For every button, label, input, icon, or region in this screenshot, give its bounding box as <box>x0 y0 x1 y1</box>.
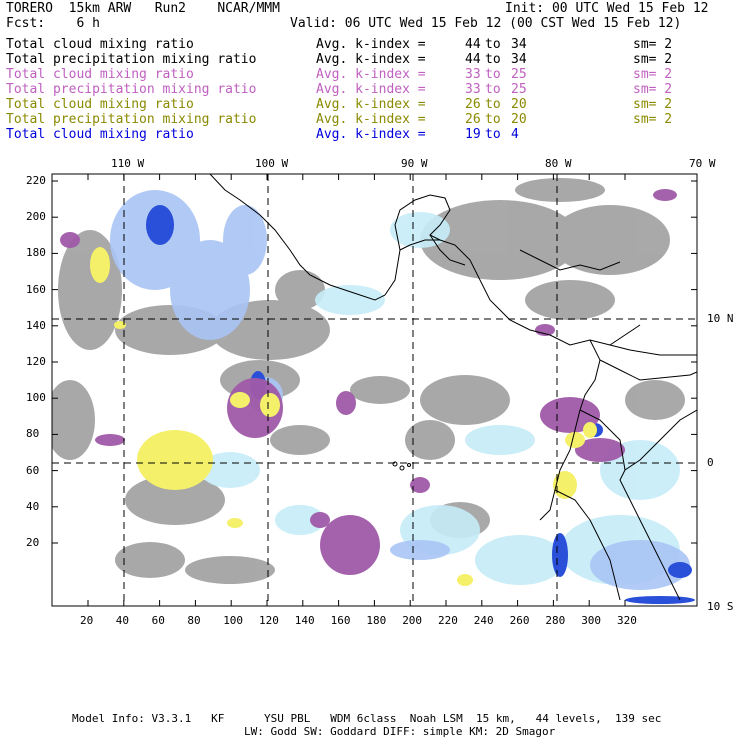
model-title: TORERO 15km ARW Run2 NCAR/MMM <box>6 1 280 16</box>
y-tick-label: 100 <box>26 391 46 405</box>
legend-row: Total precipitation mixing ratio Avg. k-i… <box>6 82 706 97</box>
lon-label-100w: 100 W <box>255 157 289 170</box>
legend-kindex-from: 44 <box>465 37 481 52</box>
y-tick-label: 160 <box>26 282 46 296</box>
legend-smoothing: sm= 2 <box>633 97 673 112</box>
legend-kindex-end: 20 <box>511 112 527 127</box>
legend-kindex-label: Avg. k-index = <box>316 52 426 67</box>
legend-smoothing: sm= 2 <box>633 67 673 82</box>
legend-kindex-from: 33 <box>465 67 481 82</box>
legend-kindex-end: 20 <box>511 97 527 112</box>
legend-kindex-end: 25 <box>511 82 527 97</box>
lat-label-0: 0 <box>707 456 714 469</box>
legend-kindex-to: to <box>485 52 501 67</box>
legend-field: Total cloud mixing ratio <box>6 127 194 142</box>
legend-row: Total precipitation mixing ratio Avg. k-i… <box>6 112 706 127</box>
lat-label-10s: 10 S <box>707 600 734 613</box>
y-tick-label: 140 <box>26 318 46 332</box>
lat-label-10n: 10 N <box>707 312 734 325</box>
y-tick-label: 80 <box>26 427 40 441</box>
x-tick-label: 60 <box>151 614 165 627</box>
legend-kindex-from: 26 <box>465 112 481 127</box>
lon-label-80w: 80 W <box>545 157 572 170</box>
x-tick-label: 40 <box>115 614 130 627</box>
legend-smoothing: sm= 2 <box>633 52 673 67</box>
legend-kindex-to: to <box>485 97 501 112</box>
legend-kindex-from: 19 <box>465 127 481 142</box>
legend-kindex-end: 25 <box>511 67 527 82</box>
legend-row: Total cloud mixing ratio Avg. k-index = 33… <box>6 67 706 82</box>
valid-time: Valid: 06 UTC Wed 15 Feb 12 (00 CST Wed … <box>290 16 682 31</box>
x-tick-label: 180 <box>366 614 387 627</box>
model-info-line1: Model Info: V3.3.1 KF YSU PBL WDM 6class… <box>72 712 662 725</box>
init-time: Init: 00 UTC Wed 15 Feb 12 <box>505 1 709 16</box>
y-tick-label: 120 <box>26 355 46 368</box>
legend-field: Total precipitation mixing ratio <box>6 112 257 127</box>
x-tick-label: 320 <box>617 614 637 627</box>
legend-kindex-label: Avg. k-index = <box>316 82 426 97</box>
legend-kindex-end: 4 <box>511 127 519 142</box>
legend-smoothing: sm= 2 <box>633 112 673 127</box>
x-tick-label: 300 <box>581 614 602 627</box>
legend-smoothing: sm= 2 <box>633 82 673 97</box>
legend-field: Total cloud mixing ratio <box>6 37 194 52</box>
y-tick-label: 220 <box>26 174 46 187</box>
x-tick-label: 100 <box>223 614 244 627</box>
legend-kindex-to: to <box>485 82 501 97</box>
legend-kindex-end: 34 <box>511 37 527 52</box>
legend-row: Total cloud mixing ratio Avg. k-index = 44… <box>6 37 706 52</box>
legend-field: Total precipitation mixing ratio <box>6 82 257 97</box>
cloud-fields <box>52 174 697 604</box>
legend-kindex-label: Avg. k-index = <box>316 67 426 82</box>
lon-label-90w: 90 W <box>401 157 428 170</box>
x-tick-label: 220 <box>438 614 458 627</box>
legend-row: Total precipitation mixing ratio Avg. k-i… <box>6 52 706 67</box>
legend-kindex-to: to <box>485 127 501 142</box>
x-tick-label: 280 <box>545 614 566 627</box>
legend-kindex-to: to <box>485 67 501 82</box>
forecast-hour: Fcst: 6 h <box>6 16 100 31</box>
legend-kindex-to: to <box>485 37 501 52</box>
y-tick-label: 180 <box>26 246 46 260</box>
legend-kindex-label: Avg. k-index = <box>316 97 426 112</box>
x-tick-label: 80 <box>187 614 201 627</box>
legend-kindex-end: 34 <box>511 52 527 67</box>
x-tick-label: 120 <box>259 614 279 627</box>
y-tick-label: 40 <box>26 499 40 513</box>
legend-field: Total cloud mixing ratio <box>6 67 194 82</box>
legend-smoothing: sm= 2 <box>633 37 673 52</box>
legend-kindex-from: 33 <box>465 82 481 97</box>
model-info-line2: LW: Godd SW: Goddard DIFF: simple KM: 2D… <box>244 725 556 738</box>
legend-kindex-label: Avg. k-index = <box>316 127 426 142</box>
legend-kindex-label: Avg. k-index = <box>316 112 426 127</box>
legend-kindex-label: Avg. k-index = <box>316 37 426 52</box>
legend-kindex-from: 26 <box>465 97 481 112</box>
legend-row: Total cloud mixing ratio Avg. k-index = 19… <box>6 127 706 142</box>
lon-label-110w: 110 W <box>111 157 145 170</box>
x-tick-label: 240 <box>473 614 494 627</box>
y-tick-label: 200 <box>26 210 46 224</box>
legend-field: Total cloud mixing ratio <box>6 97 194 112</box>
y-tick-label: 20 <box>26 536 40 549</box>
legend-kindex-to: to <box>485 112 501 127</box>
x-tick-label: 160 <box>330 614 351 627</box>
x-tick-label: 200 <box>402 614 423 627</box>
x-tick-label: 260 <box>509 614 530 627</box>
x-tick-label: 140 <box>294 614 315 627</box>
legend-row: Total cloud mixing ratio Avg. k-index = 26… <box>6 97 706 112</box>
x-tick-label: 20 <box>80 614 94 627</box>
lon-label-70w: 70 W <box>689 157 716 170</box>
y-tick-label: 60 <box>26 463 40 477</box>
legend-field: Total precipitation mixing ratio <box>6 52 257 67</box>
legend-kindex-from: 44 <box>465 52 481 67</box>
